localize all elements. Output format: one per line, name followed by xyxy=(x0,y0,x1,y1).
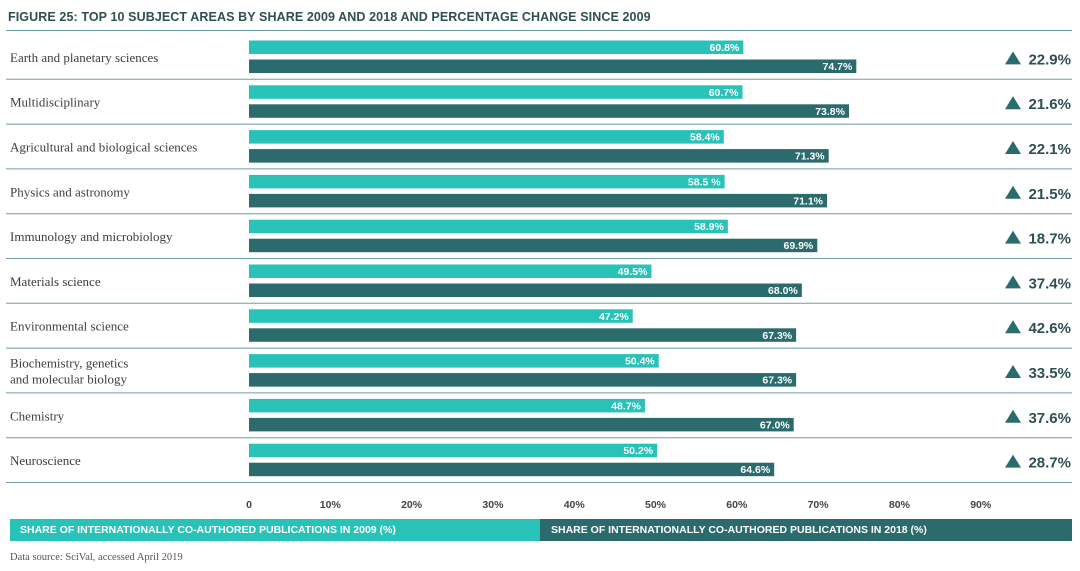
bar-2009 xyxy=(249,219,728,234)
bar-2009 xyxy=(249,354,659,368)
category-label: and molecular biology xyxy=(10,372,127,387)
x-tick-label: 70% xyxy=(808,499,830,511)
up-triangle-icon xyxy=(1005,51,1021,65)
bar-2009-value-label: 58.5 % xyxy=(688,176,721,188)
percentage-change-value: 22.1% xyxy=(1028,141,1071,158)
title-divider xyxy=(6,30,1072,31)
category-label: Neuroscience xyxy=(10,453,81,468)
x-tick-label: 90% xyxy=(970,499,992,511)
category-label: Earth and planetary sciences xyxy=(10,50,158,65)
x-tick-label: 30% xyxy=(482,499,504,511)
bar-2009-value-label: 58.4% xyxy=(690,132,720,144)
bar-2009 xyxy=(249,309,633,323)
data-source-note: Data source: SciVal, accessed April 2019 xyxy=(10,552,183,563)
legend-2018: SHARE OF INTERNATIONALLY CO-AUTHORED PUB… xyxy=(540,519,1072,541)
bar-2018 xyxy=(249,104,849,118)
bar-2009-value-label: 50.2% xyxy=(623,445,653,457)
percentage-change-value: 42.6% xyxy=(1028,320,1071,337)
bar-2009 xyxy=(249,174,725,189)
bar-2009-value-label: 58.9% xyxy=(694,221,724,233)
chart-title: FIGURE 25: TOP 10 SUBJECT AREAS BY SHARE… xyxy=(8,10,651,24)
bar-2009 xyxy=(249,40,744,54)
bar-2018 xyxy=(249,283,802,297)
bar-2018-value-label: 73.8% xyxy=(815,106,845,118)
category-label: Environmental science xyxy=(10,319,129,334)
bar-2009 xyxy=(249,264,652,278)
bar-2018-value-label: 68.0% xyxy=(768,285,798,297)
up-triangle-icon xyxy=(1005,185,1021,199)
bar-2009 xyxy=(249,85,743,99)
category-label: Multidisciplinary xyxy=(10,95,101,110)
bar-2018 xyxy=(249,193,828,208)
bar-2018-value-label: 71.1% xyxy=(793,195,823,207)
percentage-change-value: 21.5% xyxy=(1028,186,1071,203)
bar-2018-value-label: 64.6% xyxy=(740,464,770,476)
bar-2009-value-label: 60.7% xyxy=(709,87,739,99)
category-label: Chemistry xyxy=(10,408,65,423)
percentage-change-value: 28.7% xyxy=(1028,455,1071,472)
category-label: Immunology and microbiology xyxy=(10,229,173,244)
bar-2009-value-label: 50.4% xyxy=(625,356,655,368)
bar-2018-value-label: 71.3% xyxy=(795,151,825,163)
x-tick-label: 40% xyxy=(564,499,586,511)
bar-2009-value-label: 60.8% xyxy=(710,42,740,54)
percentage-change-value: 37.6% xyxy=(1028,410,1071,427)
bar-2018 xyxy=(249,328,797,342)
category-label: Biochemistry, genetics xyxy=(10,356,128,371)
bar-2018-value-label: 67.0% xyxy=(760,419,790,431)
bar-2018-value-label: 67.3% xyxy=(762,375,792,387)
x-tick-label: 20% xyxy=(401,499,423,511)
up-triangle-icon xyxy=(1005,96,1021,110)
category-label: Physics and astronomy xyxy=(10,184,130,199)
bar-2018 xyxy=(249,238,818,253)
up-triangle-icon xyxy=(1005,320,1021,334)
bar-2009-value-label: 49.5% xyxy=(618,266,648,278)
x-tick-label: 80% xyxy=(889,499,911,511)
bar-2009-value-label: 48.7% xyxy=(611,400,641,412)
bar-2018-value-label: 74.7% xyxy=(823,61,853,73)
bar-2009 xyxy=(249,398,645,413)
x-tick-label: 60% xyxy=(726,499,748,511)
bar-2018-value-label: 67.3% xyxy=(762,330,792,342)
x-tick-label: 10% xyxy=(320,499,342,511)
bar-chart: Earth and planetary sciences 60.8% 74.7% 22… xyxy=(6,40,1072,511)
percentage-change-value: 37.4% xyxy=(1028,275,1071,292)
up-triangle-icon xyxy=(1005,409,1021,423)
percentage-change-value: 21.6% xyxy=(1028,96,1071,113)
up-triangle-icon xyxy=(1005,454,1021,468)
percentage-change-value: 18.7% xyxy=(1028,231,1071,248)
x-tick-label: 50% xyxy=(645,499,667,511)
percentage-change-value: 22.9% xyxy=(1028,51,1071,68)
up-triangle-icon xyxy=(1005,141,1021,154)
bar-2018 xyxy=(249,149,829,163)
bar-2018 xyxy=(249,417,794,432)
legend-2009: SHARE OF INTERNATIONALLY CO-AUTHORED PUB… xyxy=(10,519,540,541)
bar-2018 xyxy=(249,373,797,387)
up-triangle-icon xyxy=(1005,230,1021,244)
bar-2018-value-label: 69.9% xyxy=(784,240,814,252)
x-tick-label: 0 xyxy=(246,499,252,511)
bar-2018 xyxy=(249,59,857,73)
category-label: Agricultural and biological sciences xyxy=(10,140,197,155)
up-triangle-icon xyxy=(1005,275,1021,289)
up-triangle-icon xyxy=(1005,365,1021,378)
bar-2009 xyxy=(249,130,724,144)
category-label: Materials science xyxy=(10,274,101,289)
bar-2018 xyxy=(249,462,775,477)
percentage-change-value: 33.5% xyxy=(1028,365,1071,382)
bar-2009-value-label: 47.2% xyxy=(599,311,629,323)
bar-2009 xyxy=(249,443,658,458)
